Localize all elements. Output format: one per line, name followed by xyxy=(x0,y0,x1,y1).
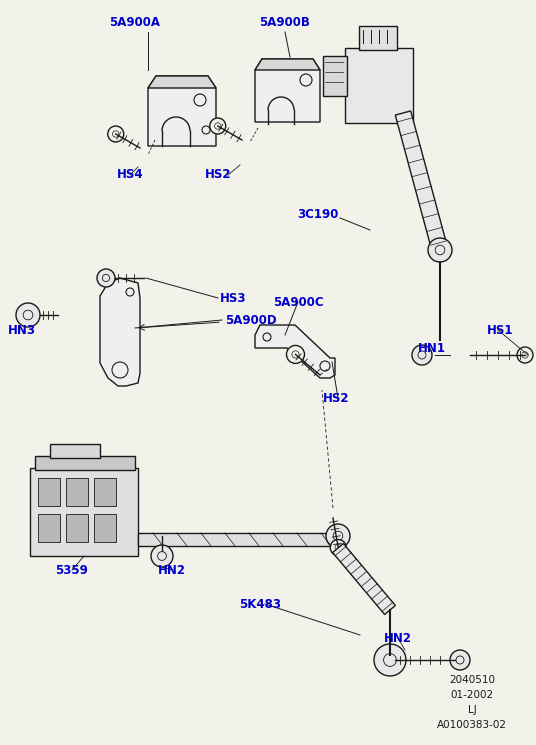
Circle shape xyxy=(210,118,226,134)
Circle shape xyxy=(428,238,452,262)
Text: LJ: LJ xyxy=(467,705,477,715)
Polygon shape xyxy=(255,59,320,70)
Polygon shape xyxy=(148,76,216,146)
Circle shape xyxy=(450,650,470,670)
Text: 5359: 5359 xyxy=(56,563,88,577)
Circle shape xyxy=(412,345,432,365)
Text: 5A900B: 5A900B xyxy=(259,16,310,28)
Text: 5A900C: 5A900C xyxy=(273,296,323,308)
Text: HS4: HS4 xyxy=(117,168,143,182)
Bar xyxy=(66,478,88,506)
Circle shape xyxy=(151,545,173,567)
Text: 3C190: 3C190 xyxy=(297,209,339,221)
Text: 5A900A: 5A900A xyxy=(109,16,160,28)
Bar xyxy=(345,48,413,123)
Text: 5K483: 5K483 xyxy=(239,597,281,610)
Polygon shape xyxy=(100,278,140,386)
Bar xyxy=(38,514,60,542)
Circle shape xyxy=(16,303,40,327)
Text: HS2: HS2 xyxy=(323,392,349,405)
Polygon shape xyxy=(333,544,396,615)
Text: HS3: HS3 xyxy=(220,291,247,305)
Circle shape xyxy=(517,347,533,363)
Circle shape xyxy=(330,539,346,556)
Polygon shape xyxy=(255,325,335,378)
Text: HN2: HN2 xyxy=(158,563,186,577)
Text: A0100383-02: A0100383-02 xyxy=(437,720,507,730)
Text: HN2: HN2 xyxy=(384,632,412,644)
Text: HS1: HS1 xyxy=(487,323,513,337)
Bar xyxy=(66,514,88,542)
Text: 01-2002: 01-2002 xyxy=(450,690,494,700)
Bar xyxy=(30,468,138,556)
Polygon shape xyxy=(148,76,216,88)
Bar xyxy=(38,478,60,506)
Polygon shape xyxy=(255,59,320,122)
Circle shape xyxy=(97,269,115,287)
Text: 2040510: 2040510 xyxy=(449,675,495,685)
Text: HN3: HN3 xyxy=(8,323,36,337)
Circle shape xyxy=(326,524,350,548)
Text: HN1: HN1 xyxy=(418,341,446,355)
Bar xyxy=(94,478,116,506)
Text: 5A900D: 5A900D xyxy=(225,314,277,326)
Text: HS2: HS2 xyxy=(205,168,231,182)
Bar xyxy=(359,26,397,50)
Bar xyxy=(50,444,100,458)
Polygon shape xyxy=(138,533,338,546)
Bar xyxy=(323,56,347,96)
Bar xyxy=(94,514,116,542)
Bar xyxy=(35,456,135,470)
Circle shape xyxy=(286,346,304,364)
Circle shape xyxy=(108,126,124,142)
Circle shape xyxy=(374,644,406,676)
Polygon shape xyxy=(395,111,448,252)
